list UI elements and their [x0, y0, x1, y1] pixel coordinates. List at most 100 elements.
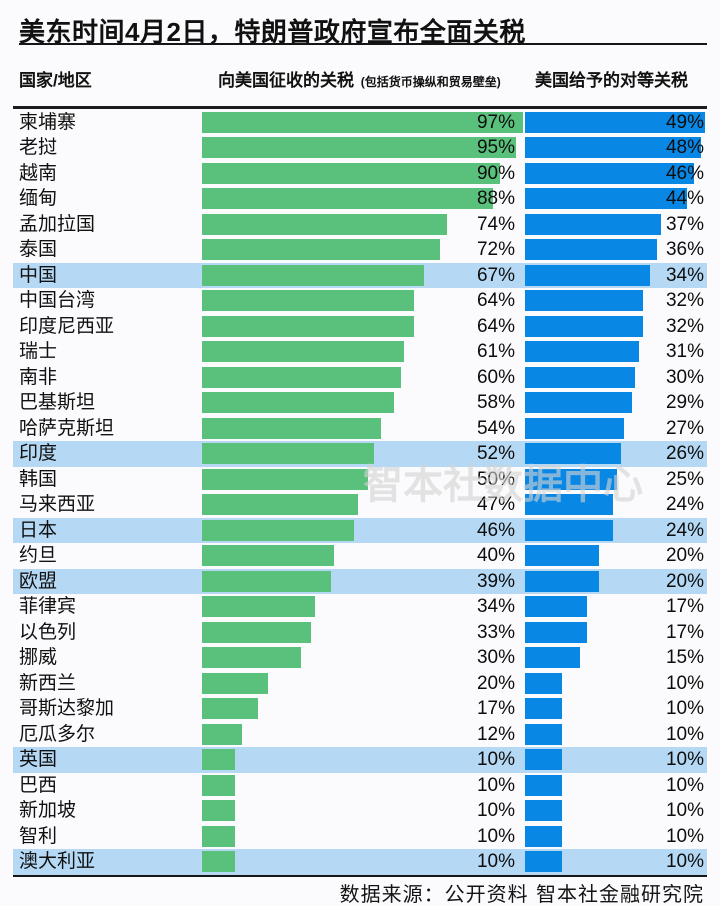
country-label: 哥斯达黎加: [19, 698, 115, 720]
reciprocal-tariff-bar: [525, 749, 562, 771]
table-row: 新西兰 20% 10%: [0, 671, 720, 697]
country-label: 印度尼西亚: [19, 315, 115, 337]
charged-tariff-bar: [202, 519, 355, 541]
column-header-charged-note: (包括货币操纵和贸易壁垒): [360, 75, 501, 89]
table-row-highlighted: 欧盟 39% 20%: [0, 568, 720, 595]
reciprocal-tariff-value: 20%: [665, 545, 704, 567]
country-label: 新西兰: [19, 672, 77, 694]
reciprocal-tariff-bar: [525, 162, 694, 184]
table-row: 老挝 95% 48%: [0, 135, 720, 161]
country-label: 南非: [19, 366, 58, 388]
table-row: 柬埔寨 97% 49%: [0, 110, 720, 136]
reciprocal-tariff-value: 20%: [665, 570, 704, 592]
reciprocal-tariff-bar: [525, 366, 636, 388]
reciprocal-tariff-value: 15%: [665, 647, 704, 669]
reciprocal-tariff-value: 46%: [665, 162, 704, 184]
charged-tariff-value: 30%: [476, 647, 515, 669]
table-row: 孟加拉国 74% 37%: [0, 212, 720, 238]
charged-tariff-value: 46%: [476, 519, 515, 541]
charged-tariff-value: 12%: [476, 723, 515, 745]
charged-tariff-value: 90%: [476, 162, 515, 184]
country-label: 巴基斯坦: [19, 392, 96, 414]
table-row-highlighted: 英国 10% 10%: [0, 747, 720, 773]
charged-tariff-bar: [202, 723, 242, 745]
country-label: 约旦: [19, 545, 58, 567]
country-label: 哈萨克斯坦: [19, 417, 115, 439]
table-row: 泰国 72% 36%: [0, 237, 720, 263]
charged-tariff-bar: [202, 264, 424, 286]
charged-tariff-value: 20%: [476, 672, 515, 694]
charged-tariff-value: 10%: [476, 825, 515, 847]
charged-tariff-bar: [202, 213, 447, 235]
charged-tariff-bar: [202, 774, 236, 796]
charged-tariff-value: 47%: [476, 494, 515, 516]
page-title: 美东时间4月2日，特朗普政府宣布全面关税: [19, 17, 526, 47]
charged-tariff-bar: [202, 290, 414, 312]
reciprocal-tariff-bar: [525, 647, 581, 669]
reciprocal-tariff-bar: [525, 851, 562, 873]
charged-tariff-bar: [202, 111, 523, 133]
reciprocal-tariff-bar: [525, 290, 643, 312]
table-row: 中国台湾 64% 32%: [0, 288, 720, 314]
table-row: 以色列 33% 17%: [0, 620, 720, 646]
charged-tariff-bar: [202, 672, 269, 694]
charged-tariff-bar: [202, 188, 494, 210]
reciprocal-tariff-bar: [525, 545, 599, 567]
table-row: 哥斯达黎加 17% 10%: [0, 696, 720, 722]
charged-tariff-value: 97%: [476, 111, 515, 133]
charged-tariff-value: 61%: [476, 341, 515, 363]
reciprocal-tariff-bar: [525, 315, 643, 337]
charged-tariff-bar: [202, 239, 441, 261]
reciprocal-tariff-bar: [525, 825, 562, 847]
reciprocal-tariff-value: 10%: [665, 851, 704, 873]
country-label: 欧盟: [19, 570, 58, 592]
charged-tariff-bar: [202, 341, 404, 363]
country-label: 韩国: [19, 468, 58, 490]
country-label: 澳大利亚: [19, 851, 96, 873]
charged-tariff-bar: [202, 137, 517, 159]
country-label: 菲律宾: [19, 596, 77, 618]
column-header-charged-label: 向美国征收的关税: [218, 71, 354, 90]
reciprocal-tariff-bar: [525, 137, 702, 159]
reciprocal-tariff-value: 10%: [665, 825, 704, 847]
charged-tariff-value: 34%: [476, 596, 515, 618]
table-row: 哈萨克斯坦 54% 27%: [0, 416, 720, 442]
table-row: 巴西 10% 10%: [0, 773, 720, 799]
table-row: 厄瓜多尔 12% 10%: [0, 722, 720, 748]
reciprocal-tariff-bar: [525, 239, 658, 261]
reciprocal-tariff-bar: [525, 672, 562, 694]
reciprocal-tariff-bar: [525, 417, 625, 439]
reciprocal-tariff-value: 48%: [665, 137, 704, 159]
reciprocal-tariff-value: 34%: [665, 264, 704, 286]
reciprocal-tariff-value: 10%: [665, 749, 704, 771]
reciprocal-tariff-bar: [525, 800, 562, 822]
reciprocal-tariff-bar: [525, 596, 588, 618]
reciprocal-tariff-value: 10%: [665, 774, 704, 796]
table-row: 越南 90% 46%: [0, 161, 720, 187]
column-header-country: 国家/地区: [19, 71, 92, 90]
charged-tariff-bar: [202, 647, 302, 669]
reciprocal-tariff-bar: [525, 111, 705, 133]
table-row: 南非 60% 30%: [0, 365, 720, 391]
charged-tariff-value: 10%: [476, 800, 515, 822]
reciprocal-tariff-bar: [525, 264, 650, 286]
charged-tariff-bar: [202, 494, 358, 516]
reciprocal-tariff-value: 44%: [665, 188, 704, 210]
country-label: 缅甸: [19, 188, 58, 210]
charged-tariff-bar: [202, 698, 259, 720]
country-label: 巴西: [19, 774, 58, 796]
country-label: 老挝: [19, 137, 58, 159]
charged-tariff-bar: [202, 825, 236, 847]
charged-tariff-value: 10%: [476, 749, 515, 771]
charged-tariff-value: 60%: [476, 366, 515, 388]
charged-tariff-bar: [202, 570, 332, 592]
table-row: 新加坡 10% 10%: [0, 798, 720, 824]
reciprocal-tariff-bar: [525, 468, 617, 490]
data-source-footer: 数据来源：公开资料 智本社金融研究院: [339, 882, 704, 906]
charged-tariff-value: 64%: [476, 315, 515, 337]
table-row: 约旦 40% 20%: [0, 543, 720, 569]
reciprocal-tariff-value: 25%: [665, 468, 704, 490]
country-label: 中国: [19, 264, 58, 286]
charged-tariff-value: 10%: [476, 851, 515, 873]
country-label: 马来西亚: [19, 494, 96, 516]
